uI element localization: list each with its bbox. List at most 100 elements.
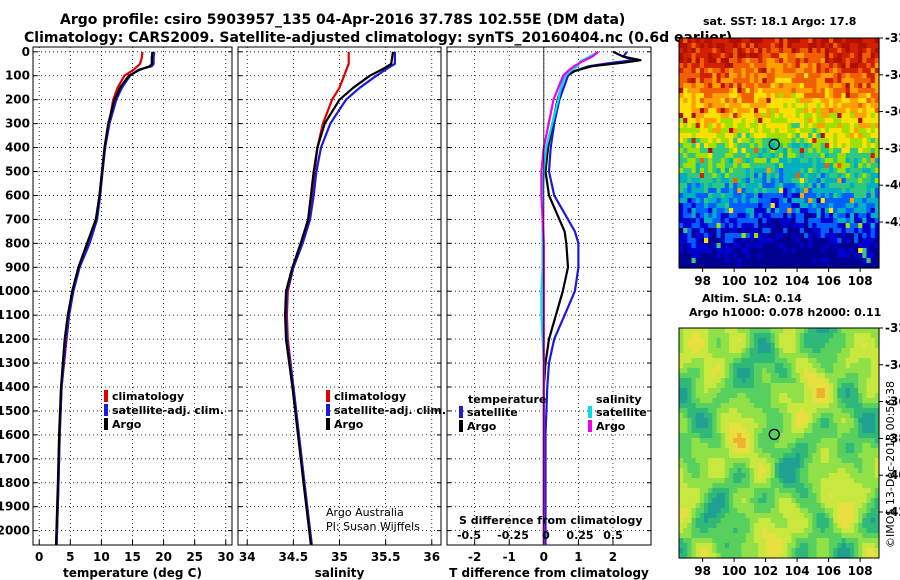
map-cell — [695, 528, 701, 534]
map-cell — [770, 398, 776, 404]
map-cell — [679, 438, 684, 444]
map-cell — [795, 58, 801, 64]
map-cell — [699, 198, 705, 204]
map-cell — [841, 218, 847, 224]
map-cell — [799, 168, 805, 174]
map-cell — [679, 93, 684, 99]
map-cell — [862, 528, 868, 534]
map-cell — [716, 463, 722, 469]
map-cell — [745, 493, 751, 499]
map-cell — [866, 168, 872, 174]
map-cell — [870, 148, 876, 154]
map-cell — [870, 158, 876, 164]
map-cell — [795, 168, 801, 174]
map-cell — [820, 38, 826, 44]
map-cell — [795, 193, 801, 199]
map-cell — [733, 73, 738, 79]
map-cell — [787, 203, 793, 209]
map-cell — [799, 548, 805, 554]
map-cell — [874, 153, 880, 159]
map-cell — [816, 373, 822, 379]
map-cell — [758, 208, 763, 214]
map-cell — [858, 203, 863, 209]
map-cell — [829, 253, 834, 259]
map-cell — [795, 243, 801, 249]
map-cell — [766, 233, 772, 239]
map-cell — [783, 233, 788, 239]
map-cell — [741, 423, 747, 429]
map-cell — [729, 548, 734, 554]
map-cell — [741, 103, 747, 109]
map-cell — [804, 538, 809, 544]
map-cell — [720, 168, 726, 174]
map-cell — [737, 168, 743, 174]
map-cell — [749, 398, 755, 404]
map-cell — [824, 338, 830, 344]
map-cell — [745, 463, 751, 469]
map-cell — [820, 158, 826, 164]
map-cell — [870, 118, 876, 124]
map-cell — [862, 468, 868, 474]
map-cell — [745, 243, 751, 249]
map-cell — [820, 143, 826, 149]
map-cell — [849, 338, 855, 344]
map-cell — [704, 438, 709, 444]
map-cell — [874, 143, 880, 149]
map-cell — [766, 373, 772, 379]
map-cell — [720, 238, 726, 244]
map-cell — [874, 478, 880, 484]
map-cell — [762, 113, 768, 119]
map-cell — [833, 433, 838, 439]
map-cell — [774, 113, 780, 119]
map-cell — [691, 488, 697, 494]
map-cell — [854, 328, 859, 334]
map-cell — [724, 168, 730, 174]
map-cell — [779, 553, 784, 559]
map-cell — [824, 223, 830, 229]
map-cell — [829, 363, 834, 369]
map-cell — [762, 408, 768, 414]
map-cell — [804, 553, 809, 559]
map-cell — [724, 108, 730, 114]
map-cell — [833, 258, 838, 264]
map-cell — [874, 388, 880, 394]
map-cell — [833, 148, 838, 154]
map-cell — [854, 448, 859, 454]
map-cell — [845, 118, 851, 124]
map-cell — [741, 533, 747, 539]
map-cell — [829, 128, 834, 134]
map-cell — [749, 98, 755, 104]
map-cell — [699, 223, 705, 229]
map-cell — [774, 538, 780, 544]
map-cell — [745, 523, 751, 529]
map-cell — [862, 78, 868, 84]
map-cell — [854, 363, 859, 369]
map-cell — [704, 98, 709, 104]
map-cell — [787, 428, 793, 434]
map-cell — [708, 103, 713, 109]
map-cell — [741, 398, 747, 404]
map-cell — [749, 403, 755, 409]
map-cell — [841, 108, 847, 114]
map-cell — [737, 48, 743, 54]
map-cell — [749, 453, 755, 459]
map-cell — [791, 58, 797, 64]
map-cell — [820, 113, 826, 119]
map-cell — [741, 428, 747, 434]
map-cell — [762, 463, 768, 469]
map-cell — [749, 503, 755, 509]
map-cell — [720, 258, 726, 264]
map-cell — [704, 178, 709, 184]
map-cell — [691, 63, 697, 69]
map-cell — [708, 113, 713, 119]
map-cell — [733, 368, 738, 374]
map-cell — [829, 48, 834, 54]
map-cell — [720, 388, 726, 394]
map-cell — [712, 218, 718, 224]
map-cell — [808, 253, 813, 259]
map-cell — [770, 413, 776, 419]
map-cell — [766, 98, 772, 104]
map-cell — [741, 448, 747, 454]
map-cell — [862, 238, 868, 244]
map-cell — [770, 408, 776, 414]
